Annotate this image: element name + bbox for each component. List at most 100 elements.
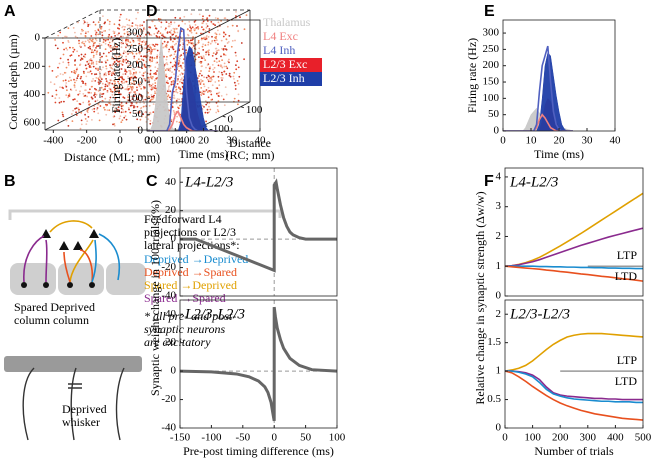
x-tick-label: 30 (226, 135, 238, 147)
neuron-dot (79, 63, 82, 66)
neuron-dot (63, 100, 65, 103)
neuron-dot (59, 57, 62, 60)
neuron-dot (87, 63, 90, 66)
neuron-dot (109, 66, 112, 69)
neuron-dot (181, 67, 183, 70)
x-tick-label: -200 (77, 135, 98, 147)
area (147, 37, 218, 131)
neuron-dot (121, 64, 124, 66)
neuron-dot (176, 91, 179, 94)
neuron-dot (133, 83, 136, 86)
neuron-dot (153, 79, 156, 82)
neuron-dot (201, 17, 204, 20)
neuron-dot (239, 16, 241, 19)
neuron-dot (205, 51, 208, 54)
neuron-dot (149, 65, 152, 67)
neuron-dot (217, 17, 219, 20)
neuron-dot (245, 14, 248, 16)
neuron-dot (84, 84, 87, 86)
neuron-dot (130, 104, 133, 107)
neuron-dot (136, 35, 139, 38)
neuron-dot (173, 94, 176, 97)
neuron-dot (107, 38, 109, 41)
neuron-dot (173, 73, 175, 75)
neuron-dot (205, 23, 208, 25)
neuron-dot (127, 99, 130, 102)
neuron-dot (64, 84, 67, 87)
neuron-dot (95, 77, 98, 79)
neuron-dot (137, 49, 140, 52)
legend-label: L4 Exc (263, 29, 298, 43)
neuron-dot (150, 88, 153, 91)
y-tick-label: 250 (127, 43, 144, 55)
neuron-dot (230, 45, 233, 48)
neuron-dot (116, 52, 118, 54)
neuron-dot (197, 26, 199, 28)
neuron-dot (200, 32, 202, 35)
neuron-dot (139, 25, 142, 27)
neuron-dot (205, 76, 208, 79)
neuron-dot (141, 96, 144, 99)
y-tick-label: 20 (165, 204, 177, 216)
y-tick-label: 20 (165, 336, 177, 348)
neuron-dot (215, 39, 218, 42)
neuron-dot (235, 64, 237, 66)
neuron-dot (134, 32, 137, 35)
neuron-dot (167, 50, 170, 53)
neuron-dot (135, 72, 137, 75)
neuron-dot (110, 90, 113, 93)
neuron-dot (93, 49, 96, 52)
neuron-dot (113, 47, 116, 50)
neuron-dot (135, 71, 138, 74)
description: projections or L2/3 (144, 225, 236, 239)
y-tick-label: 200 (24, 60, 41, 72)
neuron-dot (207, 53, 210, 56)
line (505, 192, 643, 268)
neuron-dot (117, 106, 120, 109)
neuron-dot (101, 34, 104, 37)
neuron-dot (91, 97, 94, 100)
neuron-dot (209, 80, 212, 83)
neuron-dot (90, 35, 93, 37)
line (505, 332, 643, 372)
z-tick-label: 0 (228, 114, 234, 126)
neuron-dot (139, 30, 142, 33)
neuron-dot (88, 23, 91, 26)
neuron-dot (206, 91, 209, 93)
neuron-dot (55, 76, 58, 78)
neuron-dot (220, 39, 223, 42)
neuron-dot (167, 88, 170, 90)
neuron-dot (85, 89, 87, 91)
neuron-dot (174, 16, 177, 19)
neuron-dot (110, 35, 113, 38)
y-tick-label: 150 (127, 76, 144, 88)
neuron-dot (153, 72, 156, 75)
neuron-dot (137, 126, 140, 129)
neuron-dot (150, 94, 153, 96)
neuron-dot (144, 98, 147, 101)
neuron-dot (171, 34, 174, 36)
neuron-dot (194, 27, 197, 30)
neuron-dot (71, 113, 73, 115)
neuron-dot (127, 39, 129, 41)
y-tick-label: 600 (24, 116, 41, 128)
line (503, 113, 573, 131)
neuron-dot (84, 82, 87, 85)
neuron-dot (220, 65, 223, 68)
neuron-dot (133, 68, 136, 71)
neuron-dot (87, 108, 90, 111)
neuron-dot (109, 88, 112, 91)
line (505, 265, 643, 282)
neuron-dot (142, 113, 145, 116)
neuron-dot (125, 71, 128, 73)
neuron-dot (149, 122, 152, 125)
legend-label: L4 Inh (263, 43, 295, 57)
neuron-dot (170, 76, 173, 79)
neuron-dot (223, 31, 225, 34)
neuron-dot (217, 75, 220, 78)
neuron-dot (134, 80, 137, 82)
neuron-dot (72, 98, 75, 101)
y-tick-label: 1.5 (487, 336, 501, 348)
x-tick-label: -150 (170, 432, 191, 444)
neuron-dot (75, 68, 78, 71)
